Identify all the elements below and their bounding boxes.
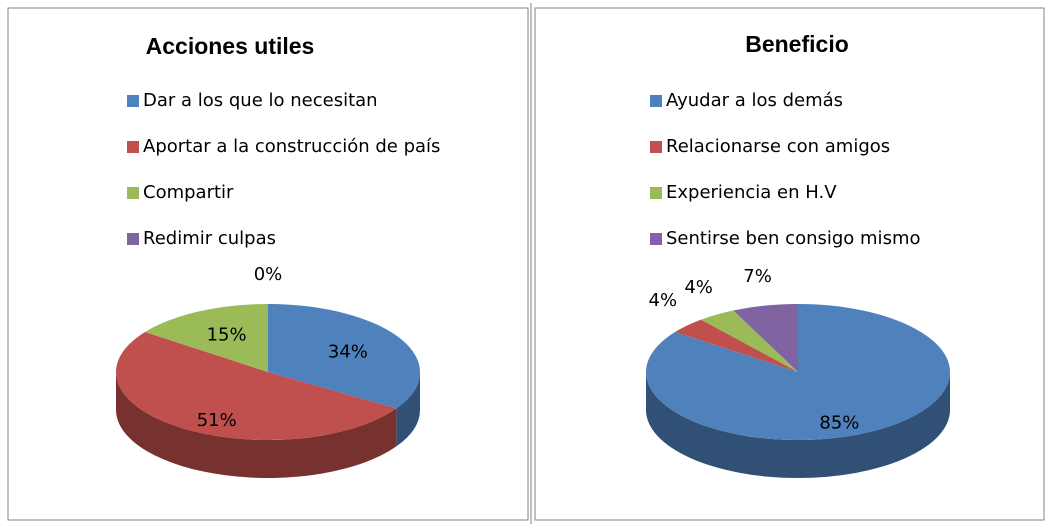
data-label: 51% [197,410,237,431]
legend-label: Experiencia en H.V [666,182,837,203]
data-label: 15% [207,325,247,346]
legend-label: Relacionarse con amigos [666,136,890,157]
legend-swatch [650,187,662,199]
legend-swatch [127,187,139,199]
pie-slice [268,304,420,409]
data-label: 34% [328,341,368,362]
chart-title: Acciones utiles [146,33,315,59]
pie-slice [675,319,798,372]
legend-swatch [650,95,662,107]
pie-slice [145,304,268,372]
data-label: 85% [819,413,859,434]
data-label: 0% [254,264,283,285]
pie-slice [733,304,798,372]
legend-label: Redimir culpas [143,228,276,249]
chart-title: Beneficio [745,31,849,57]
legend-label: Aportar a la construcción de país [143,136,440,157]
pie-slice [115,332,397,440]
panel-border [7,7,529,521]
legend-swatch [127,141,139,153]
legend-label: Dar a los que lo necesitan [143,90,378,111]
data-label: 4% [684,277,713,298]
pie-side [396,372,420,447]
legend-swatch [127,233,139,245]
legend-swatch [127,95,139,107]
legend-label: Ayudar a los demás [666,90,843,111]
legend-label: Compartir [143,182,234,203]
pie-side [115,372,397,478]
panel-border [534,7,1045,521]
legend-swatch [650,233,662,245]
pie-slice [701,310,798,372]
legend-swatch [650,141,662,153]
legend-label: Sentirse ben consigo mismo [666,228,921,249]
data-label: 4% [649,290,678,311]
pie-side [646,372,950,478]
data-label: 7% [743,266,772,287]
